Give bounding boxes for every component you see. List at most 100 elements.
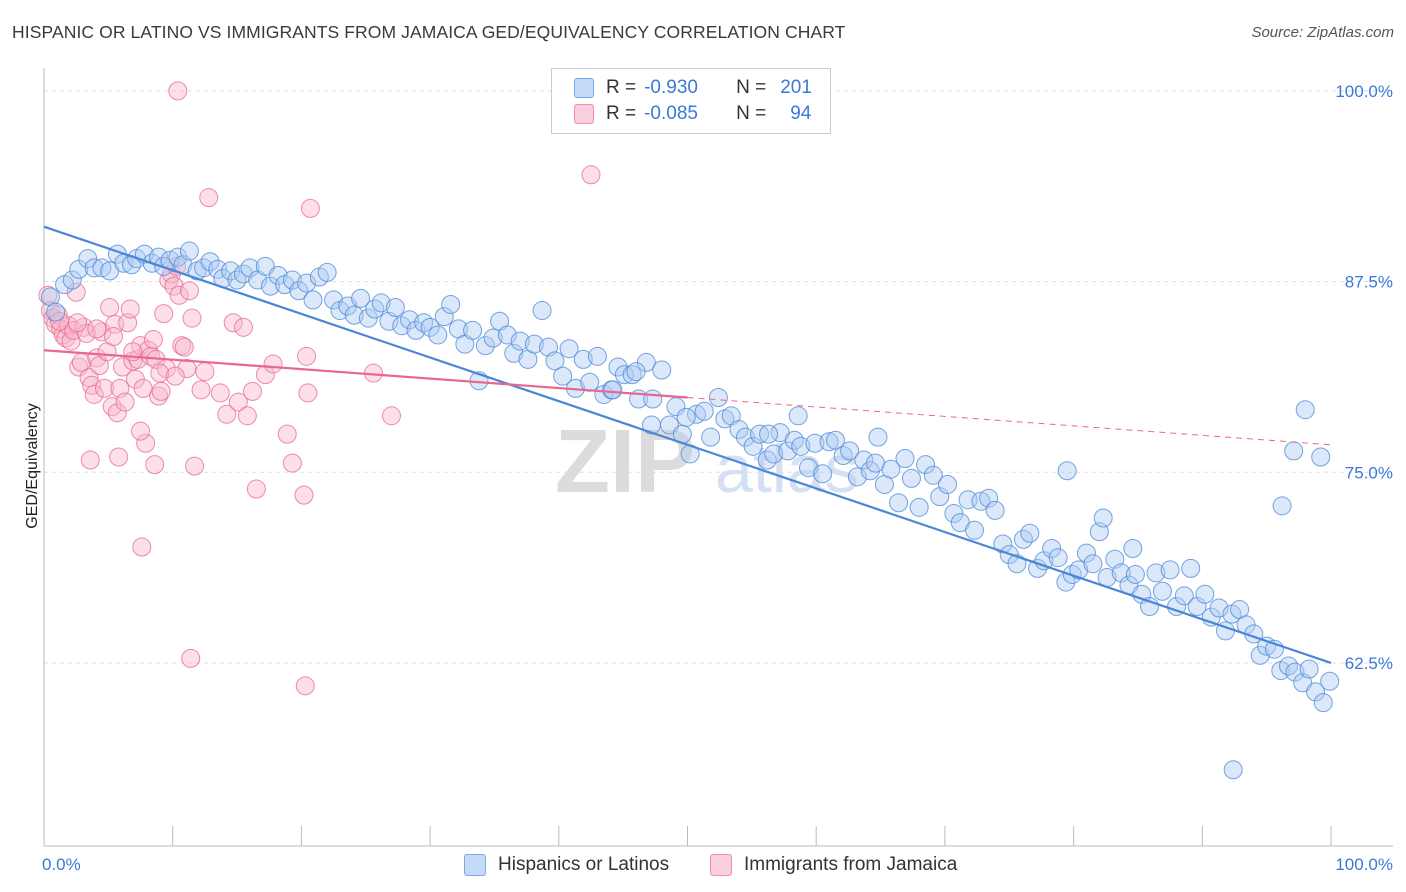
point-hispanic (400, 310, 420, 330)
point-jamaica (113, 357, 133, 377)
point-hispanic (643, 389, 663, 409)
point-jamaica (298, 383, 318, 403)
point-hispanic (532, 301, 552, 321)
point-jamaica (246, 479, 266, 499)
point-hispanic (1299, 659, 1319, 679)
point-hispanic (985, 500, 1005, 520)
tick-labels: 62.5% 75.0% 87.5% 100.0% 0.0% 100.0% (42, 82, 1393, 874)
correlation-legend: R = -0.930 N = 201 R = -0.085 N = 94 (551, 68, 831, 134)
point-jamaica (87, 319, 107, 339)
point-jamaica (109, 447, 129, 467)
point-hispanic (993, 534, 1013, 554)
point-jamaica (217, 404, 237, 424)
point-hispanic (1181, 558, 1201, 578)
point-jamaica (100, 298, 120, 318)
point-hispanic (965, 520, 985, 540)
point-hispanic (553, 366, 573, 386)
y-tick-label: 62.5% (1345, 654, 1393, 673)
point-hispanic (1295, 400, 1315, 420)
x-tick-label-min: 0.0% (42, 855, 81, 874)
series-hispanic-points (40, 241, 1340, 780)
point-hispanic (1093, 508, 1113, 528)
point-hispanic (475, 336, 495, 356)
point-hispanic (729, 420, 749, 440)
point-hispanic (483, 328, 503, 348)
point-jamaica (242, 381, 262, 401)
point-hispanic (420, 317, 440, 337)
point-hispanic (324, 290, 344, 310)
point-hispanic (1048, 548, 1068, 568)
point-hispanic (200, 252, 220, 272)
point-jamaica (295, 676, 315, 696)
point-hispanic (351, 288, 371, 308)
point-jamaica (145, 455, 165, 475)
point-jamaica (103, 326, 123, 346)
point-hispanic (510, 331, 530, 351)
point-hispanic (392, 316, 412, 336)
point-jamaica (133, 378, 153, 398)
point-jamaica (282, 453, 302, 473)
point-hispanic (764, 444, 784, 464)
point-jamaica (174, 337, 194, 357)
point-hispanic (743, 436, 763, 456)
x-tick-label-max: 100.0% (1335, 855, 1393, 874)
point-hispanic (580, 372, 600, 392)
point-hispanic (971, 491, 991, 511)
point-hispanic (463, 320, 483, 340)
point-jamaica (233, 317, 253, 337)
point-jamaica (84, 384, 104, 404)
trend-line-hispanic (43, 225, 1332, 664)
point-jamaica (66, 282, 86, 302)
point-jamaica (294, 485, 314, 505)
point-jamaica (136, 433, 156, 453)
point-hispanic (1320, 671, 1340, 691)
point-hispanic (979, 488, 999, 508)
point-hispanic (1160, 560, 1180, 580)
point-hispanic (1125, 564, 1145, 584)
point-jamaica (381, 406, 401, 426)
bottom-legend-hispanic: Hispanics or Latinos (464, 852, 669, 878)
series-jamaica-points (38, 81, 601, 696)
source-credit: Source: ZipAtlas.com (1251, 24, 1394, 41)
point-hispanic (1187, 596, 1207, 616)
point-hispanic (255, 256, 275, 276)
point-hispanic (944, 503, 964, 523)
point-jamaica (151, 381, 171, 401)
bottom-legend-label-jamaica: Immigrants from Jamaica (744, 854, 958, 875)
point-hispanic (626, 362, 646, 382)
point-hispanic (1313, 693, 1333, 713)
y-tick-label: 100.0% (1335, 82, 1393, 101)
legend-n-value: 201 (780, 77, 812, 98)
point-jamaica (102, 397, 122, 417)
point-hispanic (1042, 539, 1062, 559)
y-axis-label: GED/Equivalency (24, 403, 41, 528)
point-jamaica (80, 450, 100, 470)
point-jamaica (154, 304, 174, 324)
point-hispanic (923, 465, 943, 485)
legend-r-value: -0.085 (644, 103, 698, 124)
point-hispanic (865, 453, 885, 473)
point-hispanic (676, 407, 696, 427)
point-hispanic (854, 450, 874, 470)
point-hispanic (1272, 496, 1292, 516)
legend-swatch-jamaica (574, 104, 594, 124)
point-jamaica (195, 362, 215, 382)
point-jamaica (131, 421, 151, 441)
point-jamaica (132, 537, 152, 557)
point-jamaica (237, 406, 257, 426)
point-hispanic (1083, 554, 1103, 574)
point-hispanic (819, 432, 839, 452)
y-tick-label: 75.0% (1345, 463, 1393, 482)
point-hispanic (46, 302, 66, 322)
point-hispanic (759, 424, 779, 444)
legend-r-label: R = (606, 77, 637, 98)
point-hispanic (652, 360, 672, 380)
point-hispanic (1057, 461, 1077, 481)
point-hispanic (428, 325, 448, 345)
axes (43, 68, 1393, 847)
point-hispanic (701, 427, 721, 447)
point-hispanic (1076, 543, 1096, 563)
point-hispanic (614, 365, 634, 385)
point-hispanic (344, 305, 364, 325)
point-hispanic (524, 334, 544, 354)
